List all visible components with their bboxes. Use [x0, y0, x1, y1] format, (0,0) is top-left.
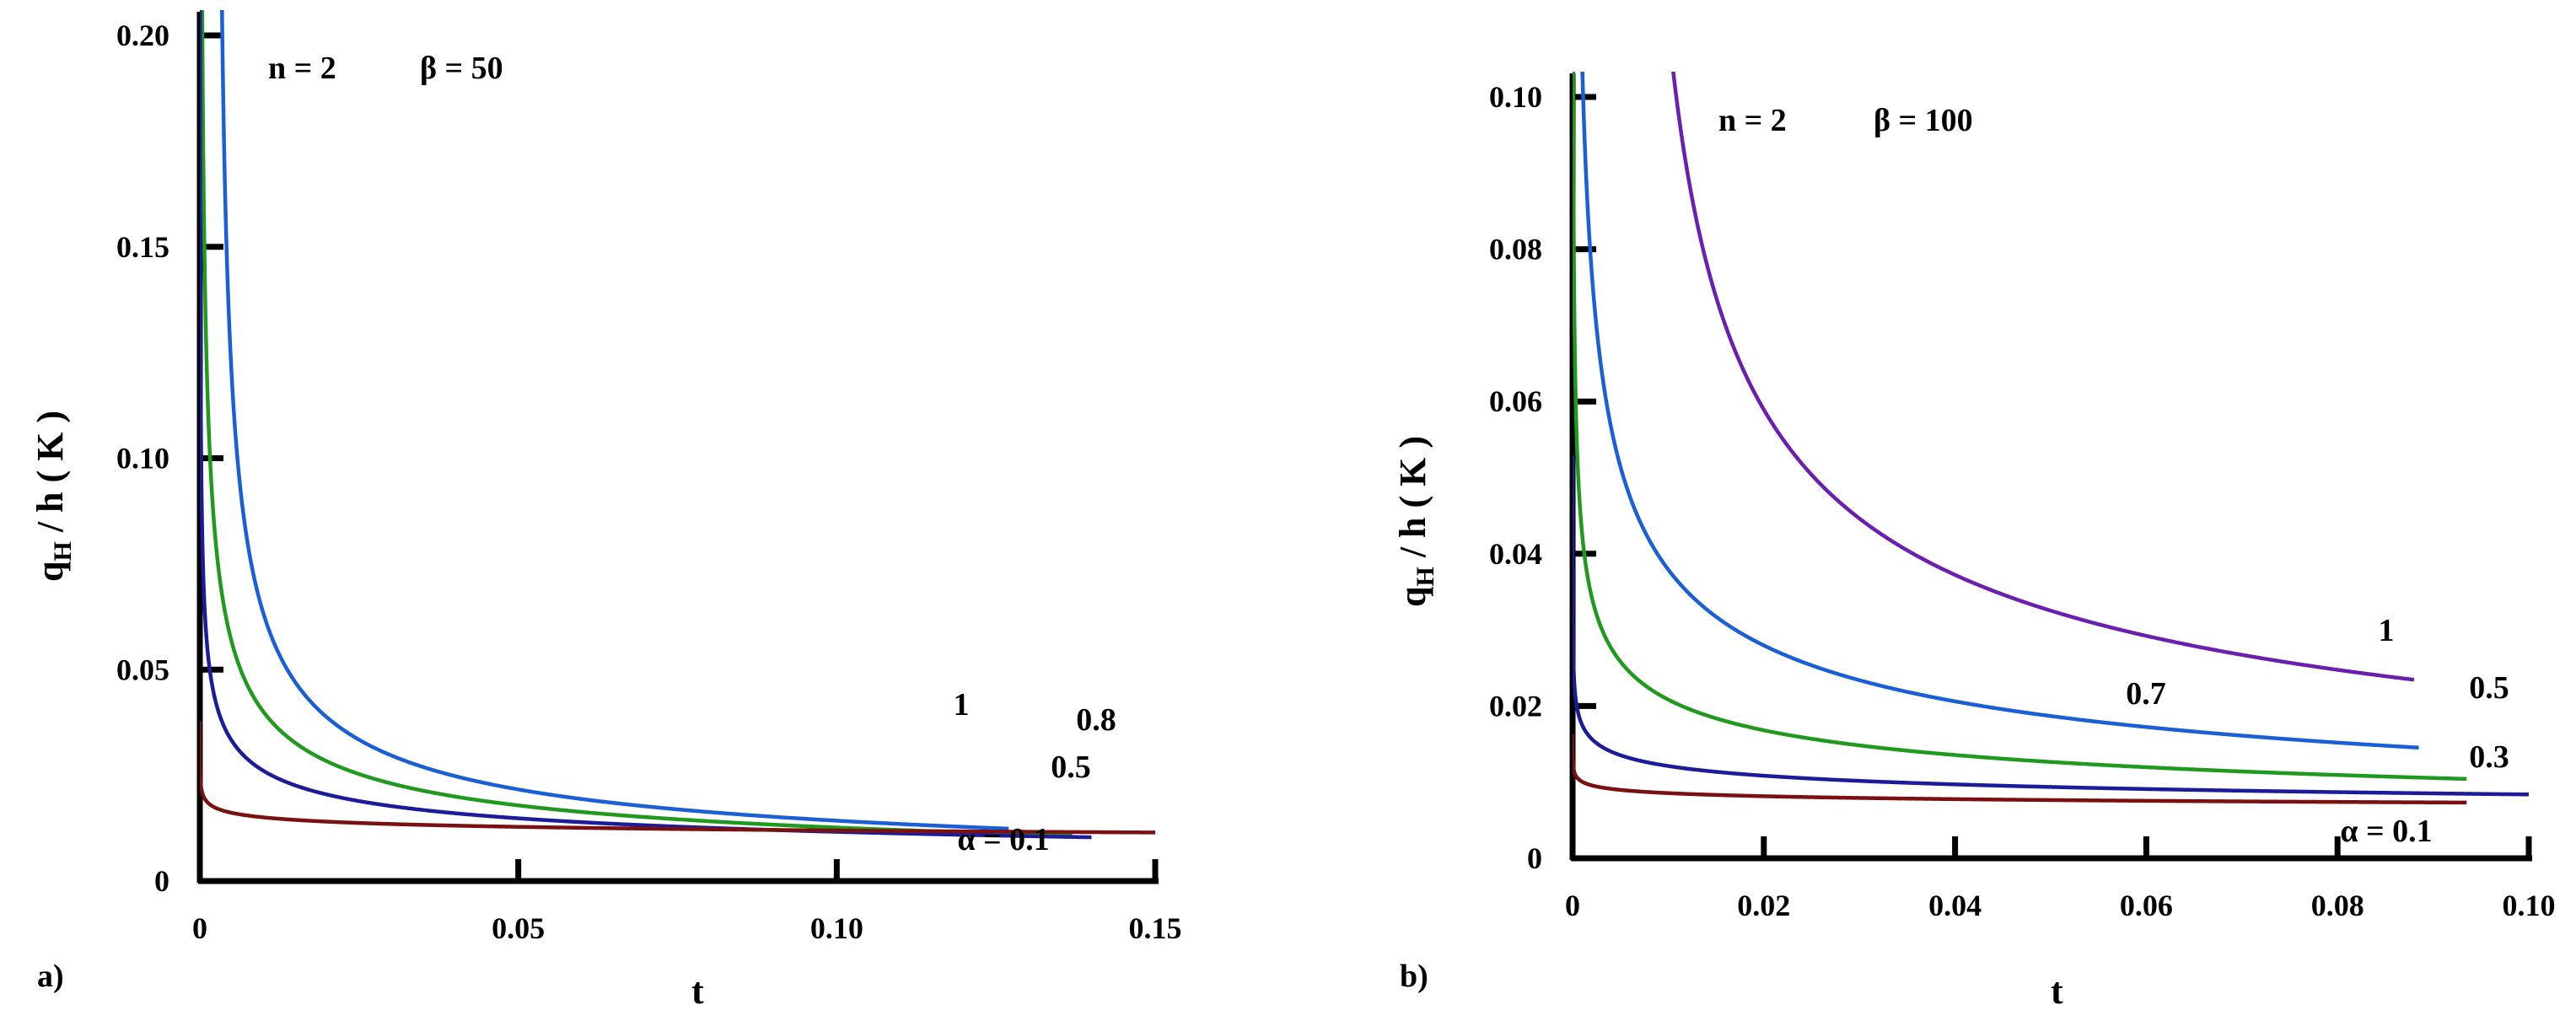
panel-b-label: b): [1400, 959, 1428, 994]
panel-b-x-tick-label: 0.08: [2311, 889, 2364, 922]
panel-a-series-0_1-line: [200, 721, 1156, 835]
panel-b-y-tick-label: 0.10: [1489, 80, 1542, 114]
panel-a-y-axis-title: qH / h ( K ): [30, 411, 77, 582]
panel-b-series-0_7-line: [1580, 72, 2419, 750]
panel-a-y-title-main: q: [30, 561, 71, 582]
panel-a-y-title-rest: / h ( K ): [30, 411, 71, 541]
panel-a-y-tick-label: 0: [154, 864, 169, 898]
panel-b-y-tick-label: 0.02: [1489, 689, 1542, 723]
panel-b-title-n: n = 2: [1718, 103, 1787, 138]
panel-b-x-axis-title: t: [2051, 970, 2063, 1012]
panel-a-series-0_5-label: 0.5: [1051, 750, 1091, 785]
panel-a-x-tick-label: 0.05: [492, 911, 545, 945]
panel-a: n = 2 β = 50 a) t qH / h ( K ) 0 0.05 0.10…: [30, 10, 1182, 1012]
panel-b-x-tick-label: 0.02: [1737, 889, 1790, 922]
panel-a-series-0_1-label: α = 0.1: [957, 822, 1049, 857]
panel-a-series-1-label: 1: [954, 687, 970, 723]
panel-b-x-tick-label: 0.10: [2503, 889, 2556, 922]
panel-b-y-tick-label: 0: [1527, 841, 1542, 875]
panel-b-x-tick-label: 0.06: [2120, 889, 2173, 922]
panel-a-y-tick-label: 0.20: [116, 19, 169, 52]
panel-a-x-tick-label: 0: [192, 911, 207, 945]
panel-a-series-1-line: [220, 10, 1009, 831]
panel-b-y-tick-label: 0.04: [1489, 537, 1542, 571]
panel-b-y-title-sub: H: [1412, 567, 1439, 586]
panel-b-y-tick-label: 0.06: [1489, 384, 1542, 418]
panel-a-y-tick-label: 0.10: [116, 442, 169, 476]
panel-a-label: a): [37, 959, 64, 994]
panel-a-series-0_8-line: [200, 10, 1073, 838]
panel-a-x-axis-title: t: [691, 970, 704, 1012]
panel-a-x-tick-label: 0.10: [810, 911, 863, 945]
panel-a-y-tick-label: 0.15: [116, 230, 169, 264]
panel-b-series-0_5-line: [1573, 72, 2467, 782]
panel-b-y-title-main: q: [1392, 586, 1433, 607]
panel-b-y-axis-title: qH / h ( K ): [1392, 436, 1439, 607]
panel-a-series-0_8-label: 0.8: [1076, 702, 1116, 738]
panel-b-x-tick-label: 0: [1565, 889, 1580, 922]
panel-b: n = 2 β = 100 b) t qH / h ( K ) 0 0.02 0.0…: [1392, 72, 2556, 1012]
panel-a-x-tick-label: 0.15: [1129, 911, 1182, 945]
panel-a-y-tick-label: 0.05: [116, 653, 169, 686]
panel-a-y-title-sub: H: [49, 541, 77, 561]
panel-b-x-tick-label: 0.04: [1928, 889, 1982, 922]
panel-b-series-1-label: 1: [2379, 613, 2395, 648]
panel-a-title-n: n = 2: [268, 51, 336, 86]
panel-b-series-0_3-label: 0.3: [2469, 739, 2509, 775]
panel-b-y-title-rest: / h ( K ): [1392, 436, 1433, 567]
panel-b-y-tick-label: 0.08: [1489, 233, 1542, 266]
panel-b-series-1-line: [1671, 72, 2415, 682]
panel-b-series-0_5-label: 0.5: [2469, 670, 2509, 706]
panel-b-series-0_1-label: α = 0.1: [2340, 814, 2432, 849]
panel-a-title-beta: β = 50: [420, 51, 503, 86]
panel-b-series-0_3-line: [1573, 455, 2530, 797]
panel-b-series-0_1-line: [1573, 734, 2467, 805]
panel-b-title-beta: β = 100: [1874, 103, 1973, 138]
panel-b-series-0_7-label: 0.7: [2126, 676, 2166, 712]
